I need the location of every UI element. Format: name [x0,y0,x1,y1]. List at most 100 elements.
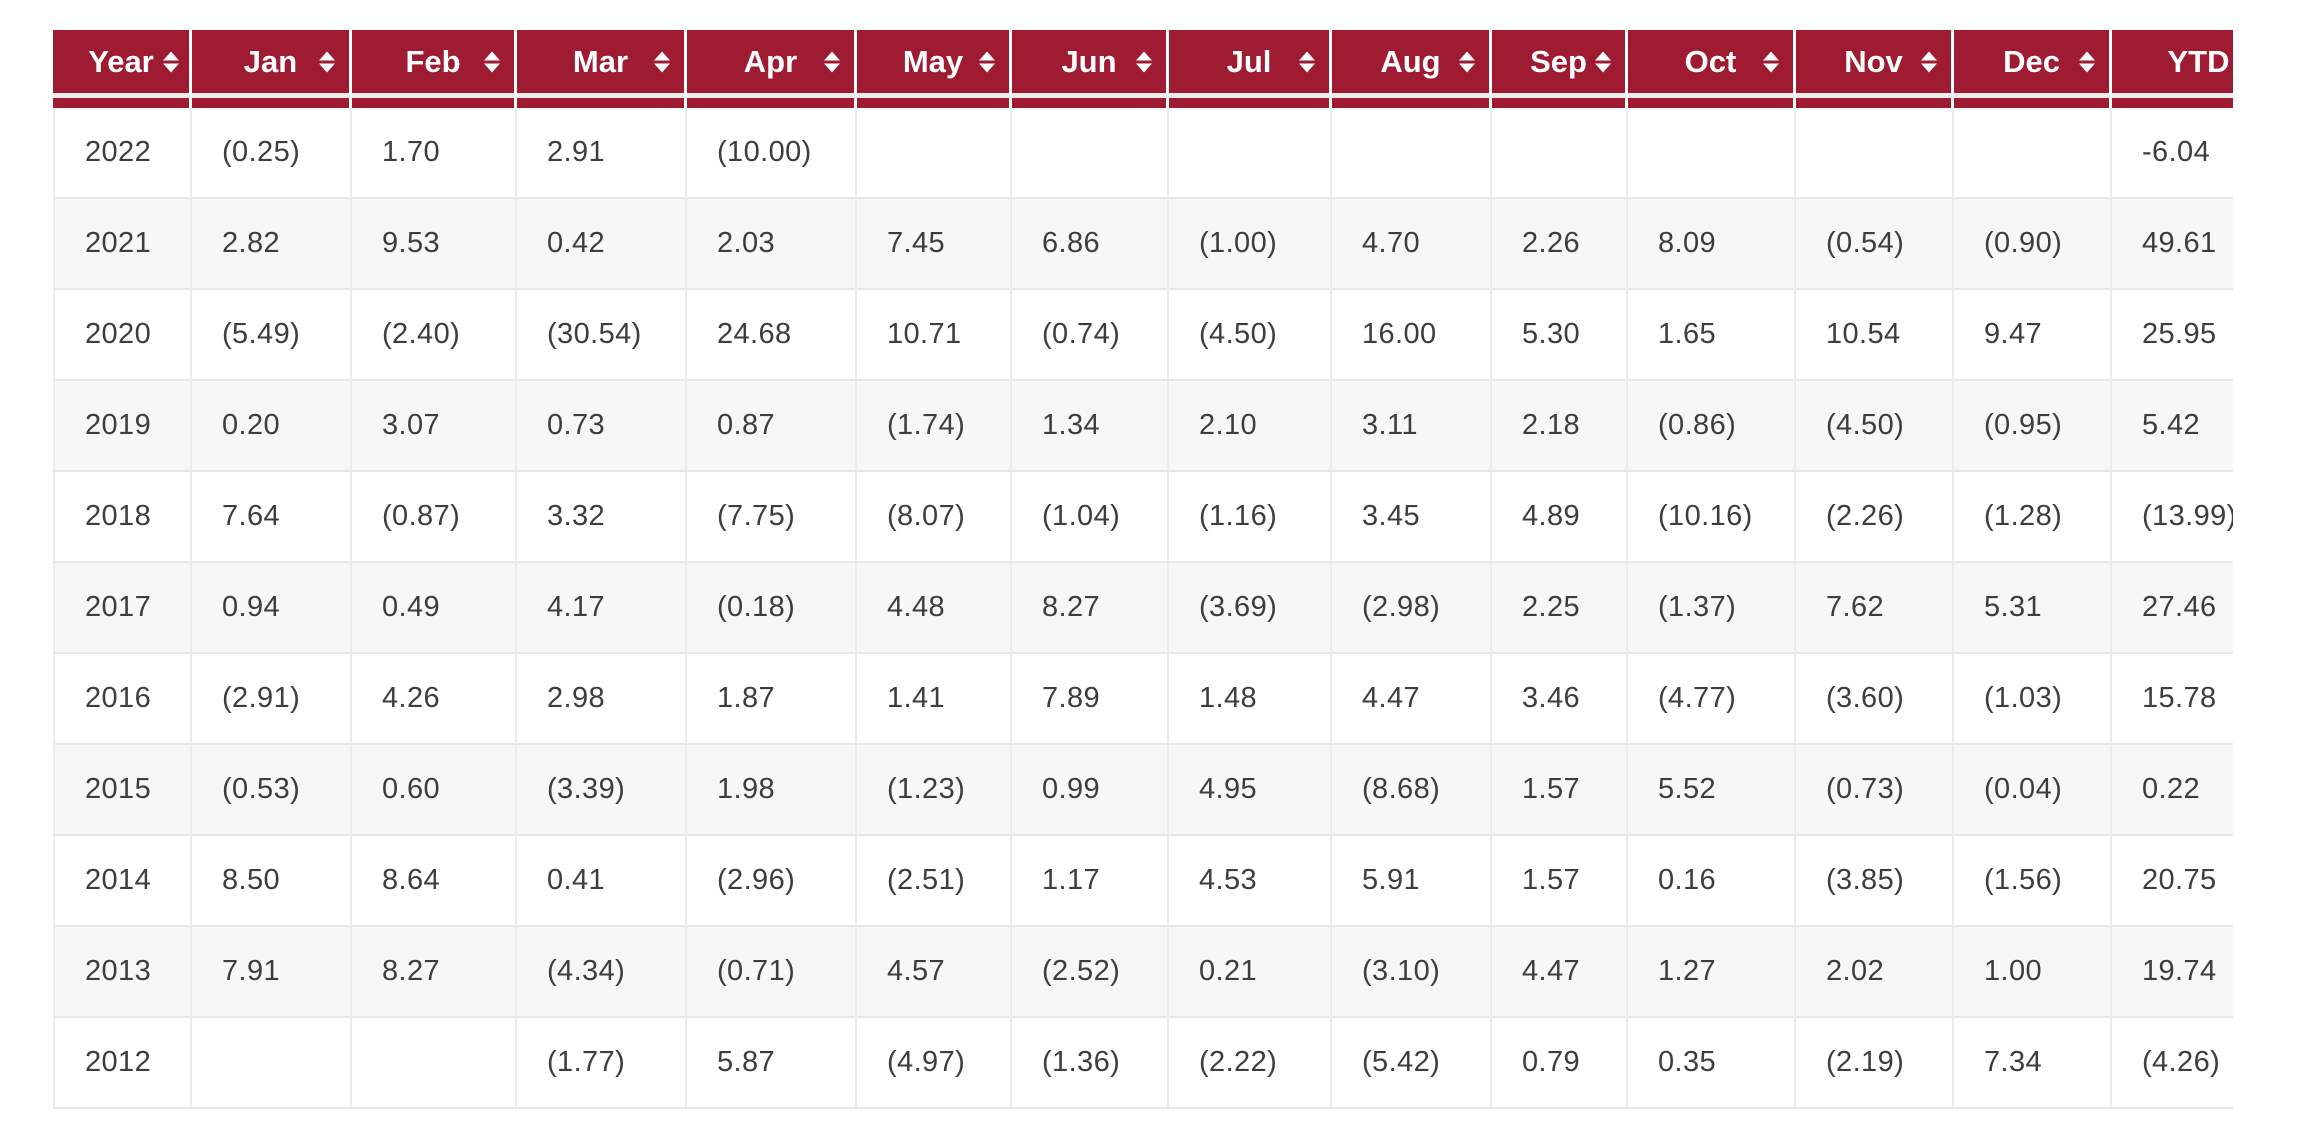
column-header-apr[interactable]: Apr [687,30,857,98]
header-strip-cell [1332,98,1492,108]
value-cell [1332,108,1492,199]
header-strip-cell [2112,98,2233,108]
table-row: 2020 (5.49) (2.40) (30.54) 24.68 10.71 (0.74)… [53,290,2233,381]
value-cell: 4.48 [857,563,1012,654]
value-cell: (1.23) [857,745,1012,836]
table-scroll-container[interactable]: Year Jan Feb [53,30,2233,1109]
column-header-jul[interactable]: Jul [1169,30,1332,98]
sort-down-arrow-icon [1459,63,1475,72]
sort-up-arrow-icon [1763,51,1779,60]
sort-icon [654,51,670,72]
column-header-may[interactable]: May [857,30,1012,98]
value-cell: 1.57 [1492,836,1628,927]
value-cell: 9.53 [352,199,517,290]
header-strip-cell [1012,98,1169,108]
year-cell: 2014 [53,836,192,927]
column-header-label: May [902,43,964,79]
table-header: Year Jan Feb [53,30,2233,108]
value-cell: (5.42) [1332,1018,1492,1109]
value-cell: 10.71 [857,290,1012,381]
value-cell: 25.95 [2112,290,2233,381]
column-header-sep[interactable]: Sep [1492,30,1628,98]
value-cell: 2.82 [192,199,352,290]
column-header-dec[interactable]: Dec [1954,30,2112,98]
sort-down-arrow-icon [1595,63,1611,72]
sort-icon [979,51,995,72]
column-header-label: Oct [1684,43,1737,79]
sort-down-arrow-icon [319,63,335,72]
column-header-jan[interactable]: Jan [192,30,352,98]
value-cell: (5.49) [192,290,352,381]
sort-down-arrow-icon [979,63,995,72]
value-cell: 7.34 [1954,1018,2112,1109]
column-header-ytd[interactable]: YTD [2112,30,2233,98]
value-cell: (3.60) [1796,654,1954,745]
column-header-label: Nov [1844,43,1903,79]
value-cell: (0.53) [192,745,352,836]
value-cell: (2.52) [1012,927,1169,1018]
value-cell: 7.45 [857,199,1012,290]
sort-up-arrow-icon [2079,51,2095,60]
year-cell: 2013 [53,927,192,1018]
value-cell: (1.04) [1012,472,1169,563]
sort-down-arrow-icon [1921,63,1937,72]
value-cell: 27.46 [2112,563,2233,654]
value-cell: 4.47 [1492,927,1628,1018]
table-row: 2014 8.50 8.64 0.41 (2.96) (2.51) 1.17 4.53 5.9… [53,836,2233,927]
sort-icon [319,51,335,72]
value-cell: (1.28) [1954,472,2112,563]
column-header-label: YTD [2167,43,2230,79]
value-cell: 49.61 [2112,199,2233,290]
value-cell [1012,108,1169,199]
column-header-feb[interactable]: Feb [352,30,517,98]
value-cell: (10.00) [687,108,857,199]
value-cell: (2.98) [1332,563,1492,654]
value-cell: 0.42 [517,199,687,290]
sort-icon [163,51,179,72]
table-row: 2018 7.64 (0.87) 3.32 (7.75) (8.07) (1.04) (1.… [53,472,2233,563]
column-header-label: Jun [1061,43,1117,79]
value-cell: (1.56) [1954,836,2112,927]
value-cell: (0.90) [1954,199,2112,290]
column-header-jun[interactable]: Jun [1012,30,1169,98]
header-strip-cell [517,98,687,108]
year-cell: 2018 [53,472,192,563]
sort-icon [2079,51,2095,72]
value-cell: 1.48 [1169,654,1332,745]
column-header-year[interactable]: Year [53,30,192,98]
value-cell [1954,108,2112,199]
column-header-oct[interactable]: Oct [1628,30,1796,98]
table-row: 2017 0.94 0.49 4.17 (0.18) 4.48 8.27 (3.69) (2.… [53,563,2233,654]
value-cell: 4.57 [857,927,1012,1018]
column-header-nov[interactable]: Nov [1796,30,1954,98]
column-header-mar[interactable]: Mar [517,30,687,98]
header-strip-cell [687,98,857,108]
value-cell: 2.25 [1492,563,1628,654]
value-cell [192,1018,352,1109]
monthly-returns-table: Year Jan Feb [53,30,2233,1109]
sort-icon [1921,51,1937,72]
header-strip-cell [352,98,517,108]
value-cell: (2.19) [1796,1018,1954,1109]
value-cell: 4.26 [352,654,517,745]
value-cell: (30.54) [517,290,687,381]
value-cell: 0.99 [1012,745,1169,836]
sort-icon [1595,51,1611,72]
table-row: 2012 (1.77) 5.87 (4.97) (1.36) (2.22) (5.42) 0… [53,1018,2233,1109]
value-cell: (2.22) [1169,1018,1332,1109]
value-cell: 0.35 [1628,1018,1796,1109]
value-cell: (1.03) [1954,654,2112,745]
value-cell: 0.73 [517,381,687,472]
value-cell: (7.75) [687,472,857,563]
value-cell: 6.86 [1012,199,1169,290]
value-cell: (0.25) [192,108,352,199]
sort-down-arrow-icon [1763,63,1779,72]
value-cell: 1.34 [1012,381,1169,472]
value-cell: (0.87) [352,472,517,563]
column-header-label: Mar [572,43,629,79]
value-cell: (3.85) [1796,836,1954,927]
year-cell: 2022 [53,108,192,199]
sort-icon [484,51,500,72]
value-cell: 1.65 [1628,290,1796,381]
column-header-aug[interactable]: Aug [1332,30,1492,98]
